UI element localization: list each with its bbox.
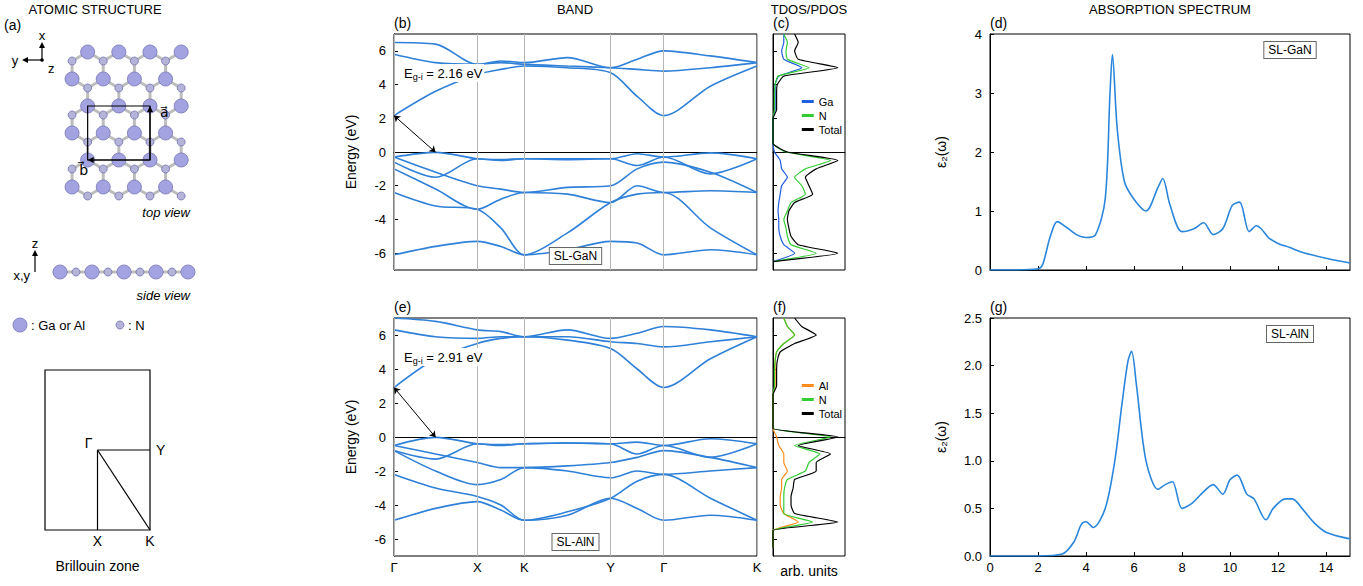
svg-text:K: K <box>520 560 529 575</box>
svg-text:x,y: x,y <box>13 268 30 283</box>
svg-text:6: 6 <box>1130 560 1137 575</box>
svg-text:-6: -6 <box>374 246 386 261</box>
svg-text:6: 6 <box>379 43 386 58</box>
svg-text:Total: Total <box>819 124 842 136</box>
svg-text:-2: -2 <box>374 178 386 193</box>
svg-text:z: z <box>32 236 39 251</box>
svg-text:12: 12 <box>1271 560 1285 575</box>
svg-text:(a): (a) <box>4 17 21 33</box>
svg-text:N: N <box>819 110 827 122</box>
svg-text:BAND: BAND <box>557 2 593 17</box>
svg-text:a⃗: a⃗ <box>160 104 169 120</box>
svg-text:(d): (d) <box>990 15 1007 31</box>
svg-text:4: 4 <box>379 362 386 377</box>
svg-text:14: 14 <box>1319 560 1333 575</box>
svg-text:(c): (c) <box>773 15 789 31</box>
svg-text:2.0: 2.0 <box>964 358 982 373</box>
svg-text:arb. units: arb. units <box>780 563 838 579</box>
svg-text:6: 6 <box>379 328 386 343</box>
svg-text:Brillouin zone: Brillouin zone <box>55 558 139 574</box>
svg-text:: N: : N <box>128 318 145 333</box>
svg-text:0.5: 0.5 <box>964 501 982 516</box>
svg-text:Al: Al <box>819 380 829 392</box>
svg-text:0: 0 <box>379 430 386 445</box>
svg-text:0: 0 <box>975 263 982 278</box>
svg-text:-4: -4 <box>374 212 386 227</box>
svg-text:Γ: Γ <box>85 435 93 451</box>
svg-text:Γ: Γ <box>660 560 667 575</box>
svg-text:X: X <box>473 560 482 575</box>
svg-text:2: 2 <box>975 145 982 160</box>
svg-text:ATOMIC STRUCTURE: ATOMIC STRUCTURE <box>28 2 161 17</box>
svg-text:K: K <box>753 560 762 575</box>
svg-text:X: X <box>93 533 103 549</box>
svg-text:SL-AlN: SL-AlN <box>556 535 594 549</box>
svg-text:(g): (g) <box>990 299 1007 315</box>
svg-text:SL-AlN: SL-AlN <box>1271 327 1309 341</box>
svg-text:-6: -6 <box>374 532 386 547</box>
svg-text:TDOS/PDOS: TDOS/PDOS <box>770 1 848 17</box>
svg-text:8: 8 <box>1178 560 1185 575</box>
svg-text:1.5: 1.5 <box>964 406 982 421</box>
svg-text:Total: Total <box>819 408 842 420</box>
svg-text:ε₂(ω): ε₂(ω) <box>933 136 949 168</box>
svg-text:g-i: g-i <box>413 72 423 82</box>
svg-text:E: E <box>404 350 413 365</box>
svg-text:0.0: 0.0 <box>964 549 982 564</box>
svg-text:x: x <box>39 28 46 43</box>
svg-text:-4: -4 <box>374 498 386 513</box>
svg-text:z: z <box>48 61 55 76</box>
svg-text:g-i: g-i <box>413 356 423 366</box>
svg-text:2: 2 <box>379 396 386 411</box>
svg-text:Energy (eV): Energy (eV) <box>343 115 359 190</box>
svg-text:2.5: 2.5 <box>964 311 982 326</box>
svg-text:: Ga or Al: : Ga or Al <box>31 318 85 333</box>
svg-text:1: 1 <box>975 204 982 219</box>
svg-text:0: 0 <box>379 145 386 160</box>
svg-text:Γ: Γ <box>390 560 397 575</box>
svg-text:4: 4 <box>1082 560 1089 575</box>
svg-text:Y: Y <box>606 560 615 575</box>
svg-text:0: 0 <box>986 560 993 575</box>
svg-text:(b): (b) <box>394 15 411 31</box>
svg-text:(e): (e) <box>394 299 411 315</box>
svg-text:top view: top view <box>142 205 191 220</box>
svg-text:1.0: 1.0 <box>964 453 982 468</box>
svg-text:4: 4 <box>379 77 386 92</box>
svg-text:3: 3 <box>975 86 982 101</box>
svg-text:Ga: Ga <box>819 96 835 108</box>
svg-text:(f): (f) <box>773 299 786 315</box>
svg-text:= 2.16 eV: = 2.16 eV <box>423 66 483 81</box>
svg-text:ε₂(ω): ε₂(ω) <box>933 421 949 453</box>
svg-text:10: 10 <box>1223 560 1237 575</box>
svg-text:y: y <box>12 53 19 68</box>
svg-text:Energy (eV): Energy (eV) <box>343 400 359 475</box>
svg-text:= 2.91 eV: = 2.91 eV <box>423 350 483 365</box>
svg-text:K: K <box>145 533 155 549</box>
svg-text:-2: -2 <box>374 464 386 479</box>
svg-text:b⃗: b⃗ <box>78 161 89 178</box>
svg-text:SL-GaN: SL-GaN <box>554 249 597 263</box>
svg-text:4: 4 <box>975 27 982 42</box>
svg-text:E: E <box>404 66 413 81</box>
svg-text:ABSORPTION SPECTRUM: ABSORPTION SPECTRUM <box>1089 2 1251 17</box>
svg-text:SL-GaN: SL-GaN <box>1268 43 1311 57</box>
svg-text:side view: side view <box>137 288 192 303</box>
svg-text:2: 2 <box>379 111 386 126</box>
svg-text:N: N <box>819 394 827 406</box>
svg-text:Y: Y <box>156 442 166 458</box>
svg-text:2: 2 <box>1034 560 1041 575</box>
